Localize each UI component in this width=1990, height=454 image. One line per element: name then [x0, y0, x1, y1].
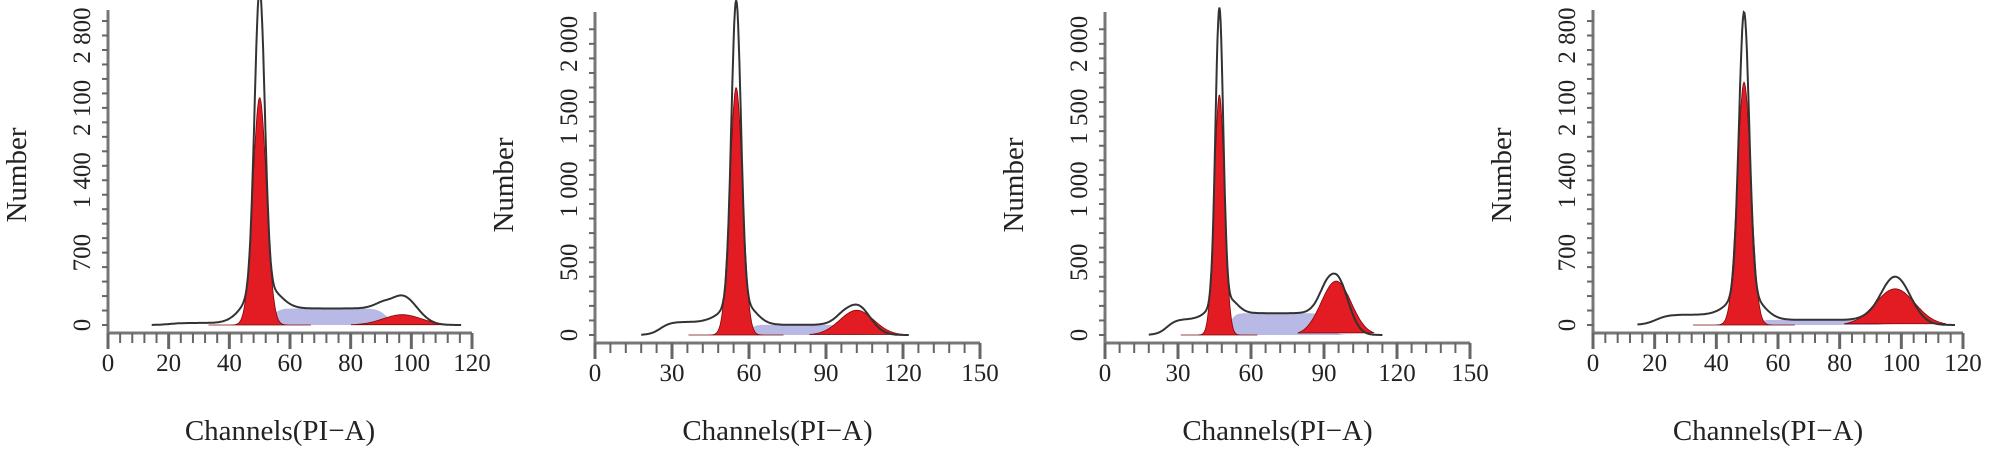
x-tick-label: 150 — [1451, 360, 1489, 387]
x-tick-label: 80 — [338, 350, 363, 377]
histogram-panel-1: 0 20 40 60 80 100 120 0 700 1 400 2 100 2 800 Number… — [1, 0, 491, 447]
histogram-panel-4: 0 20 40 60 80 100 120 0 700 1 400 2 100 2 800 Number… — [1486, 7, 1982, 447]
x-axis-title: Channels(PI−A) — [1673, 415, 1863, 447]
x-tick-label: 40 — [1704, 350, 1729, 377]
y-tick-label: 700 — [69, 234, 96, 272]
x-tick-label: 30 — [1166, 360, 1191, 387]
x-tick-label: 20 — [156, 350, 181, 377]
y-tick-label: 700 — [1554, 234, 1581, 272]
x-tick-label: 0 — [1099, 360, 1112, 387]
y-axis-title: Number — [1, 127, 33, 222]
x-axis-title: Channels(PI−A) — [682, 415, 872, 447]
x-tick-label: 0 — [1587, 350, 1600, 377]
x-tick-label: 80 — [1827, 350, 1852, 377]
y-tick-label: 2 800 — [69, 7, 96, 63]
y-tick-label: 1 400 — [1554, 152, 1581, 208]
g2-fit-peak — [1844, 288, 1946, 325]
g1-fit-peak — [1693, 81, 1795, 326]
x-tick-label: 120 — [1944, 350, 1982, 377]
x-tick-label: 60 — [1239, 360, 1264, 387]
y-tick-label: 1 000 — [556, 161, 583, 217]
x-tick-label: 0 — [589, 360, 602, 387]
y-axis-title: Number — [998, 137, 1030, 232]
y-tick-label: 0 — [1066, 329, 1093, 342]
y-tick-label: 500 — [556, 243, 583, 281]
x-tick-label: 150 — [961, 360, 999, 387]
x-tick-label: 0 — [102, 350, 115, 377]
y-tick-label: 500 — [1066, 243, 1093, 281]
g1-fit-peak — [688, 86, 784, 336]
s-phase-fit-area — [108, 308, 462, 325]
y-tick-label: 1 000 — [1066, 161, 1093, 217]
histogram-line — [1637, 10, 1955, 326]
x-tick-label: 30 — [660, 360, 685, 387]
y-axis-title: Number — [1486, 127, 1518, 222]
y-tick-label: 2 000 — [1066, 16, 1093, 72]
y-tick-label: 2 100 — [69, 80, 96, 136]
g1-fit-peak — [208, 97, 311, 326]
histogram-line — [1148, 7, 1383, 336]
histogram-line — [641, 0, 909, 336]
y-tick-label: 0 — [1554, 319, 1581, 332]
x-tick-label: 60 — [278, 350, 303, 377]
y-tick-label: 0 — [69, 319, 96, 332]
x-tick-label: 90 — [1312, 360, 1337, 387]
y-tick-label: 1 500 — [1066, 89, 1093, 145]
x-tick-label: 60 — [1766, 350, 1791, 377]
x-tick-label: 100 — [1883, 350, 1921, 377]
x-tick-label: 100 — [393, 350, 431, 377]
g2-fit-peak — [1297, 280, 1375, 334]
x-tick-label: 60 — [737, 360, 762, 387]
y-axis-title: Number — [488, 137, 520, 232]
x-tick-label: 20 — [1642, 350, 1667, 377]
histogram-panel-2: 0 30 60 90 120 150 0 500 1 000 1 500 2 000 Number Ch… — [488, 0, 999, 447]
x-tick-label: 120 — [884, 360, 922, 387]
y-tick-label: 0 — [556, 329, 583, 342]
y-tick-label: 1 400 — [69, 152, 96, 208]
x-tick-label: 90 — [814, 360, 839, 387]
x-tick-label: 120 — [453, 350, 491, 377]
y-tick-label: 1 500 — [556, 89, 583, 145]
x-axis-title: Channels(PI−A) — [1182, 415, 1372, 447]
x-tick-label: 120 — [1378, 360, 1416, 387]
x-axis-title: Channels(PI−A) — [185, 415, 375, 447]
y-tick-label: 2 800 — [1554, 7, 1581, 63]
histogram-line — [151, 0, 462, 326]
histogram-panel-3: 0 30 60 90 120 150 0 500 1 000 1 500 2 000 Number Ch… — [998, 7, 1489, 447]
x-tick-label: 40 — [217, 350, 242, 377]
y-tick-label: 2 000 — [556, 16, 583, 72]
y-tick-label: 2 100 — [1554, 80, 1581, 136]
g1-fit-peak — [1180, 94, 1258, 336]
